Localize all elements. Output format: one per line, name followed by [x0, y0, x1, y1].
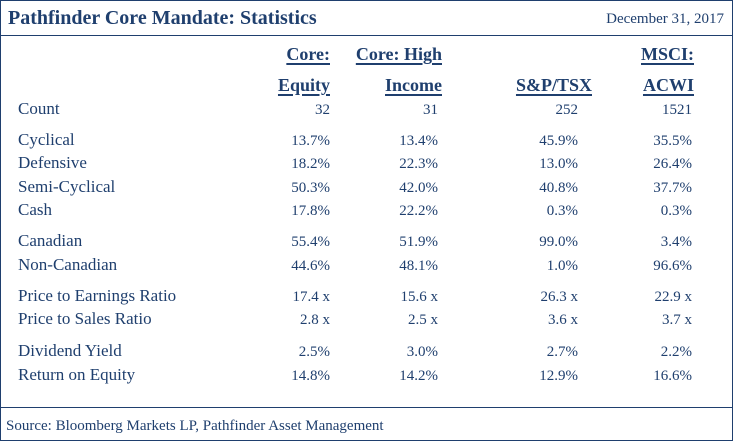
row-label: Cyclical	[18, 130, 75, 149]
row-label: Price to Earnings Ratio	[18, 286, 177, 305]
cell-sp-tsx: 12.9%	[539, 368, 578, 384]
cell-sp-tsx: 252	[555, 102, 579, 118]
cell-sp-tsx: 45.9%	[539, 133, 578, 149]
column-header-line1: Core:	[286, 44, 330, 64]
cell-sp-tsx: 13.0%	[539, 156, 578, 172]
page-title: Pathfinder Core Mandate: Statistics	[8, 7, 317, 29]
row-label: Price to Sales Ratio	[18, 309, 152, 328]
cell-core-equity: 14.8%	[291, 368, 330, 384]
cell-core-equity: 18.2%	[291, 156, 330, 172]
row-label: Count	[18, 99, 60, 118]
cell-msci-acwi: 26.4%	[653, 156, 692, 172]
column-header-line2: Equity	[277, 75, 330, 95]
row-label: Cash	[18, 200, 52, 219]
cell-core-equity: 55.4%	[291, 234, 330, 250]
row-label: Defensive	[18, 153, 87, 172]
column-header-msci-acwi: MSCI:	[641, 44, 694, 65]
column-header-line1: MSCI:	[641, 44, 694, 64]
column-header-core-equity: Core:	[286, 44, 330, 65]
cell-msci-acwi: 1521	[662, 102, 692, 118]
column-header-msci-acwi: ACWI	[643, 75, 694, 96]
cell-msci-acwi: 2.2%	[660, 344, 692, 360]
cell-core-equity: 17.8%	[291, 203, 330, 219]
row-label: Canadian	[18, 231, 83, 250]
cell-core-equity: 17.4 x	[292, 289, 331, 305]
cell-sp-tsx: 26.3 x	[540, 289, 579, 305]
column-header-core-high-income: Income	[385, 75, 442, 96]
cell-core-high-income: 14.2%	[399, 368, 438, 384]
row-label: Dividend Yield	[18, 341, 122, 360]
column-header-core-equity: Equity	[278, 75, 330, 96]
column-header-line2: ACWI	[642, 75, 694, 95]
cell-core-equity: 2.8 x	[300, 312, 330, 328]
cell-msci-acwi: 22.9 x	[654, 289, 693, 305]
cell-sp-tsx: 3.6 x	[548, 312, 578, 328]
cell-core-equity: 13.7%	[291, 133, 330, 149]
cell-core-high-income: 13.4%	[399, 133, 438, 149]
cell-sp-tsx: 0.3%	[546, 203, 578, 219]
source-note: Source: Bloomberg Markets LP, Pathfinder…	[6, 418, 384, 434]
cell-sp-tsx: 40.8%	[539, 180, 578, 196]
cell-sp-tsx: 99.0%	[539, 234, 578, 250]
cell-core-high-income: 22.2%	[399, 203, 438, 219]
cell-msci-acwi: 35.5%	[653, 133, 692, 149]
cell-core-equity: 50.3%	[291, 180, 330, 196]
row-label: Semi-Cyclical	[18, 177, 116, 196]
report-date: December 31, 2017	[606, 11, 724, 27]
column-header-line2: S&P/TSX	[515, 75, 592, 95]
cell-core-high-income: 31	[423, 102, 438, 118]
cell-msci-acwi: 0.3%	[660, 203, 692, 219]
title-bar: Pathfinder Core Mandate: Statistics Dece…	[1, 1, 732, 36]
cell-core-high-income: 42.0%	[399, 180, 438, 196]
column-header-core-high-income: Core: High	[356, 44, 442, 65]
cell-msci-acwi: 16.6%	[653, 368, 692, 384]
cell-core-high-income: 22.3%	[399, 156, 438, 172]
cell-core-equity: 44.6%	[291, 258, 330, 274]
cell-core-high-income: 15.6 x	[400, 289, 439, 305]
cell-core-equity: 2.5%	[298, 344, 330, 360]
cell-core-high-income: 51.9%	[399, 234, 438, 250]
column-header-line2: Income	[385, 75, 442, 95]
cell-msci-acwi: 37.7%	[653, 180, 692, 196]
cell-core-equity: 32	[315, 102, 330, 118]
cell-core-high-income: 2.5 x	[408, 312, 438, 328]
cell-sp-tsx: 1.0%	[546, 258, 578, 274]
cell-core-high-income: 48.1%	[399, 258, 438, 274]
column-header-line1: Core: High	[355, 44, 442, 64]
column-header-sp-tsx: S&P/TSX	[516, 75, 592, 96]
cell-sp-tsx: 2.7%	[546, 344, 578, 360]
cell-msci-acwi: 3.7 x	[662, 312, 692, 328]
cell-msci-acwi: 3.4%	[660, 234, 692, 250]
row-label: Return on Equity	[18, 365, 136, 384]
footer-divider	[1, 407, 732, 408]
cell-core-high-income: 3.0%	[406, 344, 438, 360]
cell-msci-acwi: 96.6%	[653, 258, 692, 274]
row-label: Non-Canadian	[18, 255, 118, 274]
